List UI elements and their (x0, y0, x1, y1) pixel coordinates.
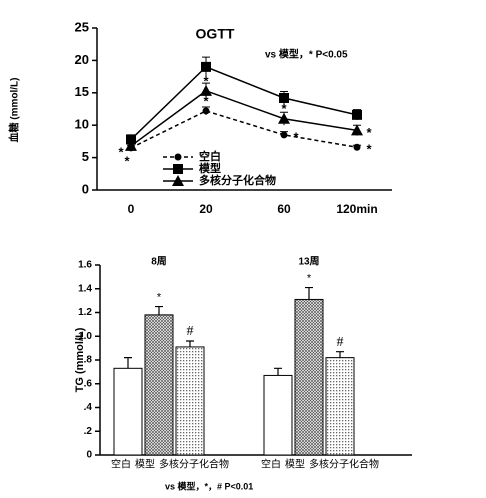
point (126, 134, 136, 145)
significance-label: # (337, 335, 344, 350)
point (351, 124, 363, 136)
bar (113, 367, 143, 456)
significance-label: # (187, 324, 194, 339)
legend-label: 空白 (199, 149, 221, 163)
bar (263, 374, 293, 456)
significance-label: * (157, 291, 162, 303)
y-tick-label: .2 (84, 426, 93, 437)
x-tick-label: 60 (277, 202, 291, 216)
legend-label: 模型 (199, 161, 221, 175)
bar (325, 357, 355, 456)
significance-label: * (124, 153, 130, 168)
y-axis-label: 血糖 (mmol/L) (8, 78, 21, 143)
group-label: 8周 (151, 256, 167, 268)
y-tick-label: 0 (86, 450, 92, 461)
legend-marker (174, 153, 182, 161)
significance-label: * (118, 144, 124, 159)
point (352, 109, 362, 120)
point (202, 107, 210, 115)
x-tick-label: 模型 (135, 458, 155, 471)
significance-label: * (307, 272, 312, 284)
series-line (130, 90, 358, 147)
annotation: vs 模型，*，# P<0.01 (165, 480, 253, 491)
x-tick-label: 0 (128, 202, 135, 216)
bar (175, 346, 205, 456)
y-tick-label: 20 (75, 52, 89, 67)
error-bar (155, 305, 163, 315)
error-bar (274, 367, 282, 376)
error-bar (305, 286, 313, 300)
y-tick-label: 10 (75, 117, 89, 132)
legend-marker (173, 164, 183, 174)
error-bar (186, 340, 194, 347)
y-tick-label: 1.0 (78, 331, 92, 342)
legend-marker (172, 175, 184, 186)
y-tick-label: 1.2 (78, 307, 92, 318)
y-tick-label: 1.6 (78, 260, 92, 271)
y-tick-label: 5 (82, 149, 89, 164)
y-axis-label: TG (mmol/L) (74, 327, 86, 392)
y-tick-label: 15 (75, 84, 89, 99)
y-tick-label: .8 (84, 355, 93, 366)
point (200, 84, 212, 96)
x-tick-label: 120min (336, 202, 377, 216)
series-line (130, 66, 358, 140)
bar (294, 298, 324, 456)
bar (144, 314, 174, 456)
x-tick-label: 多核分子化合物 (309, 458, 379, 471)
significance-label: * (366, 125, 372, 140)
point (279, 92, 289, 103)
significance-label: * (366, 142, 372, 157)
y-tick-label: .4 (84, 402, 93, 413)
x-tick-label: 空白 (111, 458, 131, 471)
significance-label: * (281, 101, 287, 116)
point (280, 131, 288, 139)
significance-label: * (293, 129, 299, 144)
group-label: 13周 (298, 256, 319, 268)
series-line (130, 110, 358, 149)
y-tick-label: 25 (75, 19, 89, 34)
significance-label: * (203, 73, 209, 88)
point (353, 143, 361, 151)
error-bar (336, 351, 344, 358)
point (278, 112, 290, 124)
y-tick-label: .6 (84, 378, 93, 389)
x-tick-label: 模型 (285, 458, 305, 471)
significance-label: * (203, 93, 209, 108)
point (125, 139, 137, 151)
chart-title: OGTT (196, 26, 235, 42)
y-tick-label: 1.4 (78, 283, 92, 294)
point (201, 61, 211, 72)
x-tick-label: 多核分子化合物 (159, 458, 229, 471)
legend-label: 多核分子化合物 (199, 173, 276, 187)
error-bar (124, 357, 132, 369)
x-tick-label: 20 (199, 202, 213, 216)
annotation: vs 模型，* P<0.05 (265, 48, 348, 61)
x-tick-label: 空白 (261, 458, 281, 471)
y-tick-label: 0 (82, 181, 89, 196)
